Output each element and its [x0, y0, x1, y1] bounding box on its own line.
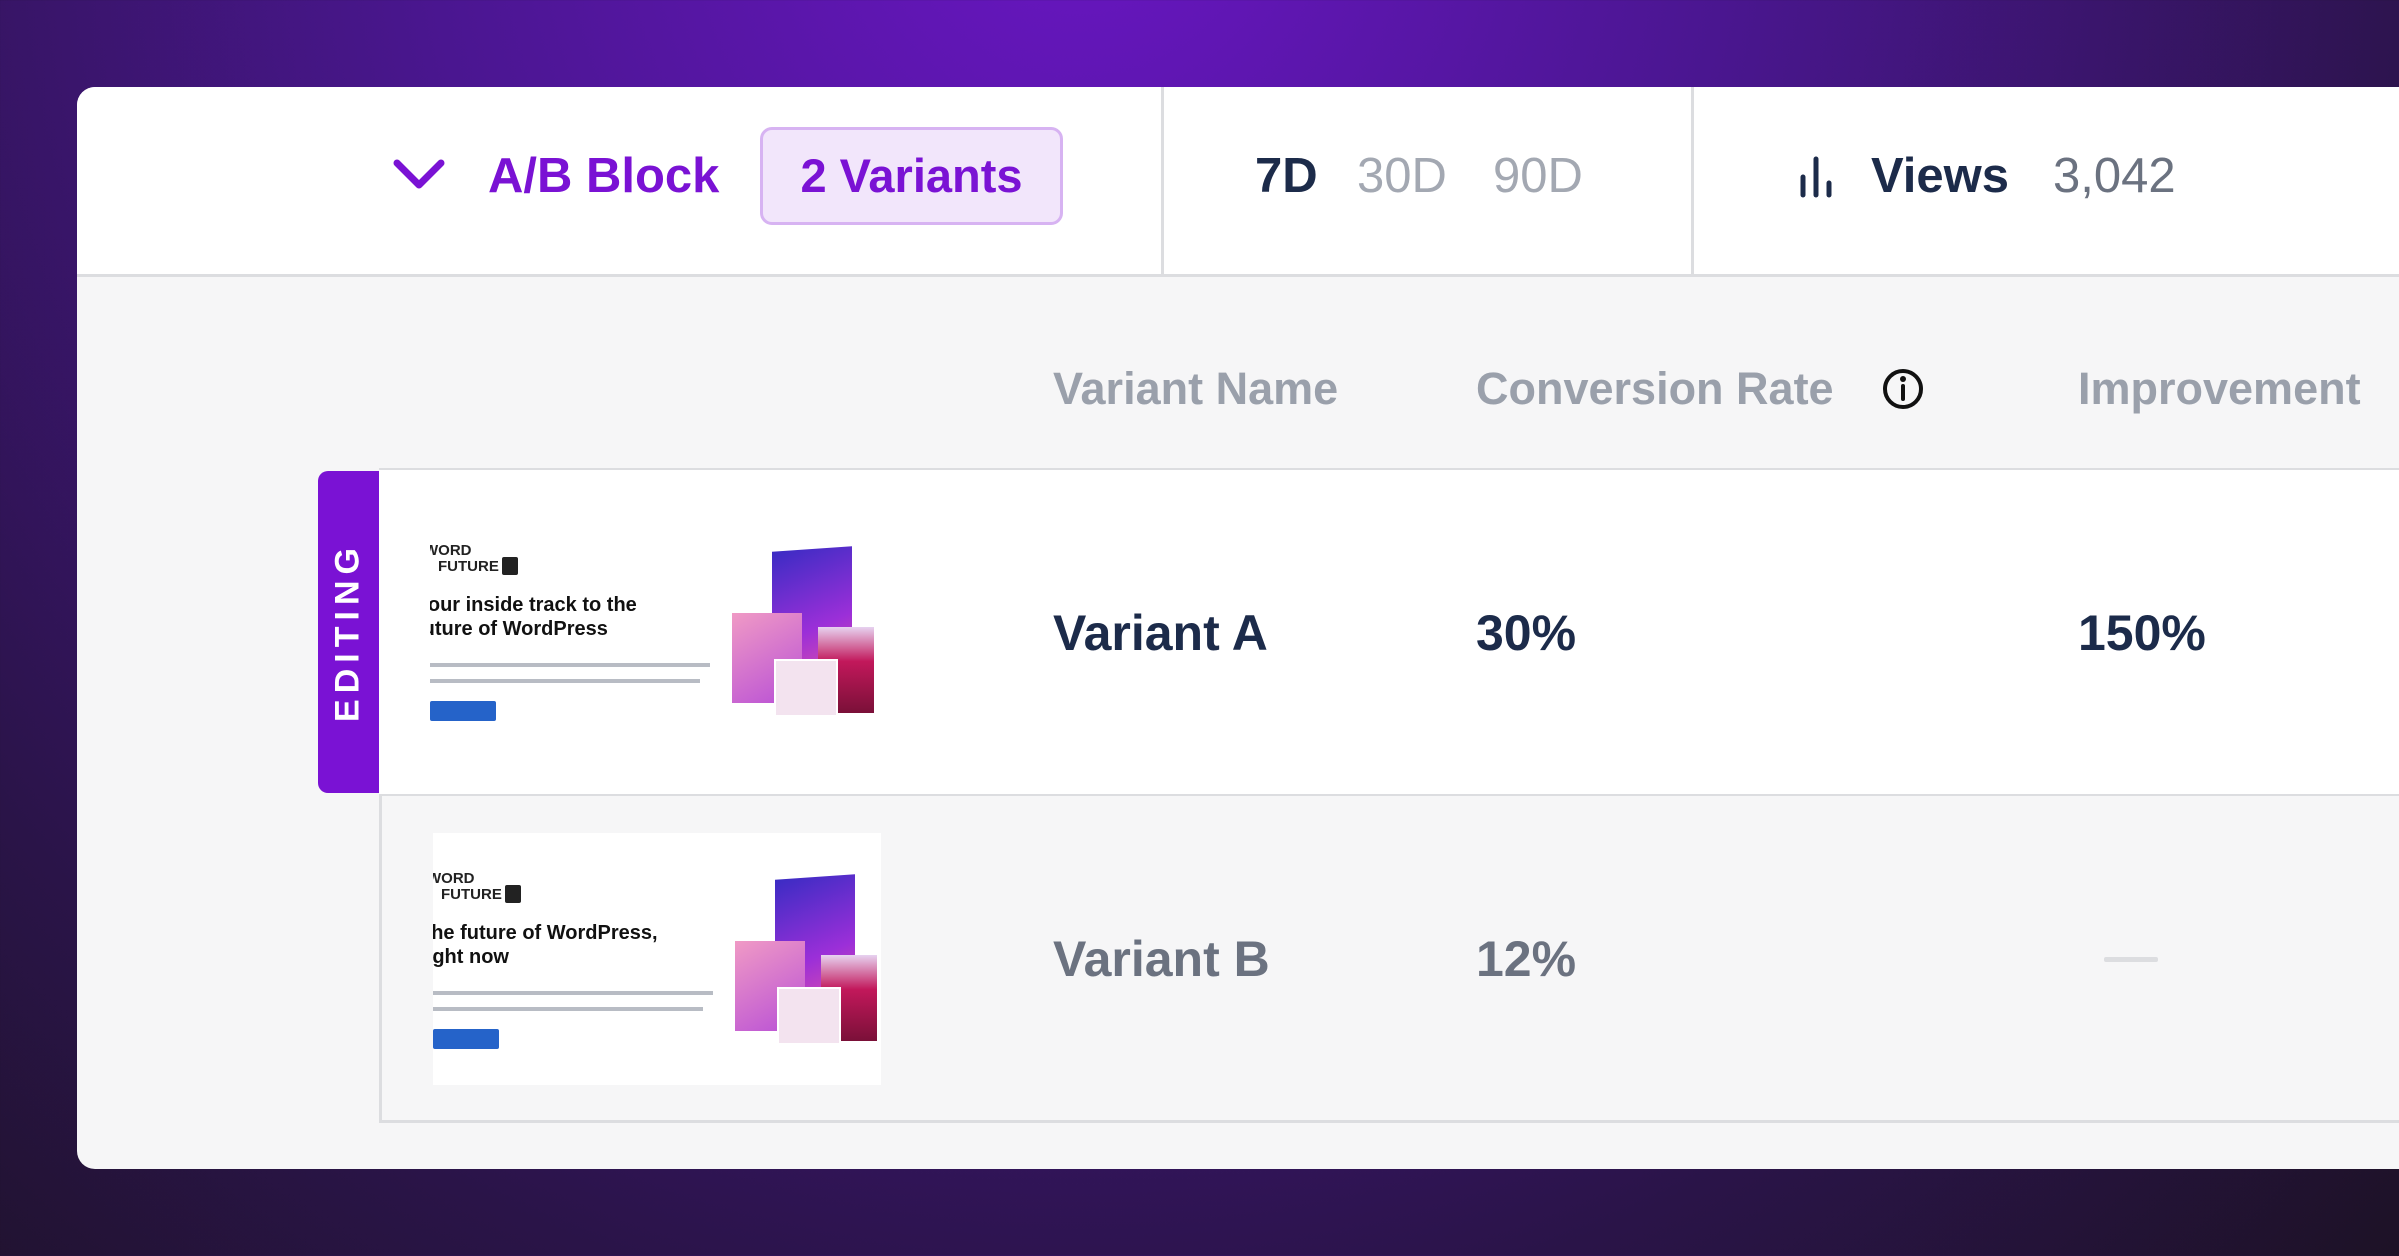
thumb-logo: FUTURE — [438, 558, 499, 575]
editing-label: EDITING — [328, 542, 367, 722]
collapse-chevron[interactable] — [393, 157, 445, 193]
metric-value: 3,042 — [2053, 149, 2176, 203]
thumb-button — [430, 701, 496, 721]
thumb-heading: future of WordPress — [430, 618, 608, 640]
range-option[interactable]: 90D — [1493, 149, 1583, 203]
variant-name: Variant A — [1053, 605, 1268, 661]
thumb-text-line — [430, 663, 710, 667]
thumb-text-line — [433, 991, 713, 995]
thumb-button — [433, 1029, 499, 1049]
improvement: 150% — [2078, 605, 2206, 661]
thumb-heading: Your inside track to the — [430, 594, 637, 616]
block-title: A/B Block — [488, 149, 720, 203]
thumb-logo-mark — [505, 885, 521, 903]
variant-name: Variant B — [1053, 931, 1270, 987]
ab-card: A/B Block 2 Variants 7D 30D 90D Views 3,04… — [77, 87, 2399, 1169]
thumb-heading: The future of WordPress, — [433, 922, 658, 944]
column-header: Variant Name — [1053, 363, 1339, 414]
thumb-logo: WORD — [430, 542, 472, 559]
thumb-heading: right now — [433, 946, 509, 968]
divider — [1161, 87, 1164, 274]
thumb-logo: WORD — [433, 870, 475, 887]
thumb-text-line — [430, 679, 700, 683]
column-header: Improvement — [2078, 363, 2361, 414]
variant-row[interactable]: WORD FUTURE Your inside track to the future… — [379, 470, 2399, 797]
views-icon — [1800, 156, 1832, 198]
range-option[interactable]: 30D — [1357, 149, 1447, 203]
conversion-rate: 12% — [1476, 931, 1577, 987]
header-rule — [379, 468, 2399, 471]
variants-badge[interactable]: 2 Variants — [760, 127, 1063, 225]
thumb-image — [777, 987, 841, 1045]
conversion-rate: 30% — [1476, 605, 1577, 661]
thumb-image — [774, 659, 838, 717]
editing-tab: EDITING — [318, 471, 379, 793]
variant-thumbnail[interactable]: WORD FUTURE Your inside track to the future… — [430, 505, 878, 757]
info-icon[interactable] — [1881, 367, 1925, 411]
thumb-logo: FUTURE — [441, 886, 502, 903]
improvement-empty — [2104, 957, 2158, 962]
column-header: Conversion Rate — [1476, 363, 1834, 414]
metric-label: Views — [1871, 149, 2010, 203]
range-option[interactable]: 7D — [1255, 149, 1318, 203]
thumb-text-line — [433, 1007, 703, 1011]
card-header: A/B Block 2 Variants 7D 30D 90D Views 3,04… — [77, 87, 2399, 277]
thumb-logo-mark — [502, 557, 518, 575]
divider — [1691, 87, 1694, 274]
